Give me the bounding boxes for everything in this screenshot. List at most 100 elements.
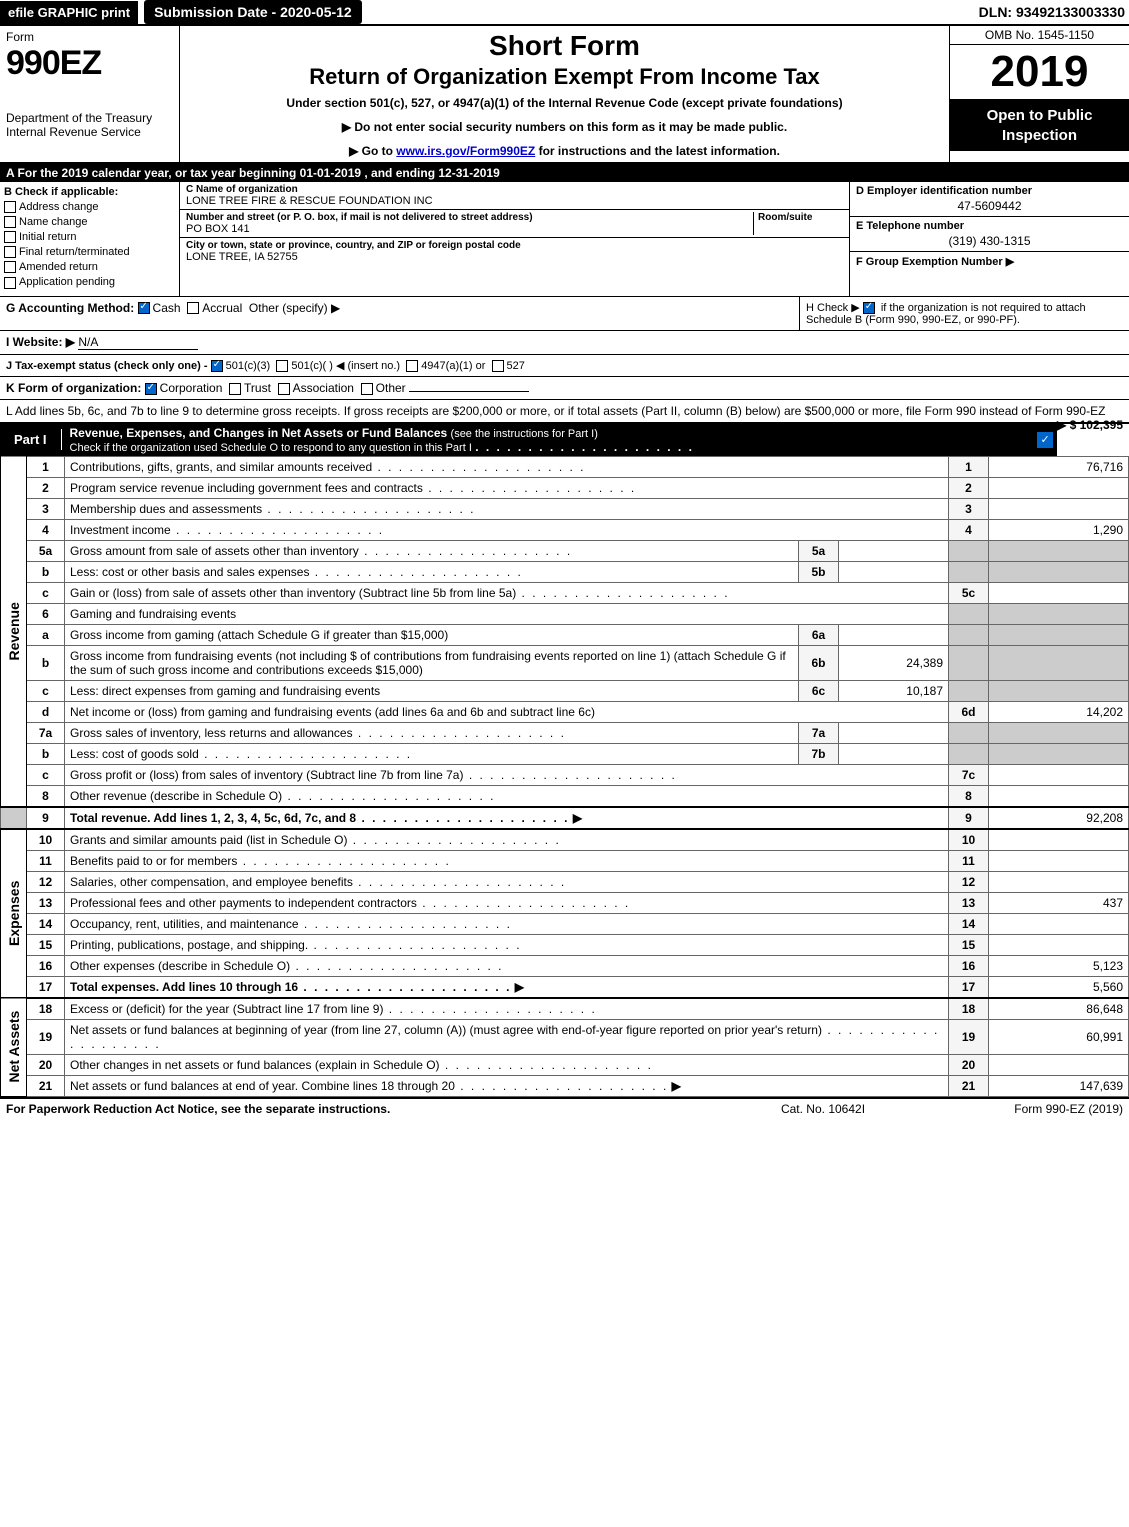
efile-label[interactable]: efile GRAPHIC print <box>0 1 138 24</box>
r-5b-shade <box>949 561 989 582</box>
chk-address-change[interactable]: Address change <box>4 201 175 213</box>
sn-5b: 5b <box>799 561 839 582</box>
a-17: 5,560 <box>989 976 1129 998</box>
chk-501c[interactable] <box>276 360 288 372</box>
d-14: Occupancy, rent, utilities, and maintena… <box>70 917 512 931</box>
g-label: G Accounting Method: <box>6 301 134 315</box>
d-6a: Gross income from gaming (attach Schedul… <box>65 624 799 645</box>
r-4: 4 <box>949 519 989 540</box>
a-5c <box>989 582 1129 603</box>
chk-initial-return[interactable]: Initial return <box>4 231 175 243</box>
a-18: 86,648 <box>989 998 1129 1020</box>
sn-7b: 7b <box>799 743 839 764</box>
j-opt2: 501(c)( ) ◀ (insert no.) <box>291 360 400 372</box>
chk-h[interactable] <box>863 302 875 314</box>
dln-label: DLN: 93492133003330 <box>979 4 1129 20</box>
j-opt4: 527 <box>507 360 525 372</box>
a-7a-shade <box>989 722 1129 743</box>
footer-left: For Paperwork Reduction Act Notice, see … <box>6 1102 723 1116</box>
d-label: D Employer identification number <box>856 185 1123 197</box>
irs-link[interactable]: www.irs.gov/Form990EZ <box>396 144 535 158</box>
section-g: G Accounting Method: Cash Accrual Other … <box>0 297 799 330</box>
d-5c: Gain or (loss) from sale of assets other… <box>70 586 730 600</box>
chk-application-pending[interactable]: Application pending <box>4 276 175 288</box>
part1-schedule-o-check[interactable]: ✓ <box>1037 432 1053 448</box>
section-i: I Website: ▶ N/A <box>0 331 1129 355</box>
a-3 <box>989 498 1129 519</box>
a-16: 5,123 <box>989 955 1129 976</box>
ln-2: 2 <box>27 477 65 498</box>
table-row: 19 Net assets or fund balances at beginn… <box>1 1019 1129 1054</box>
org-name-block: C Name of organization LONE TREE FIRE & … <box>180 182 849 210</box>
sn-5a: 5a <box>799 540 839 561</box>
chk-cash[interactable] <box>138 302 150 314</box>
chk-final-return[interactable]: Final return/terminated <box>4 246 175 258</box>
r-1: 1 <box>949 456 989 477</box>
d-9: Total revenue. Add lines 1, 2, 3, 4, 5c,… <box>70 811 569 825</box>
section-c: C Name of organization LONE TREE FIRE & … <box>180 182 849 296</box>
k-other-input[interactable] <box>409 391 529 392</box>
d-15: Printing, publications, postage, and shi… <box>70 938 522 952</box>
ln-7c: c <box>27 764 65 785</box>
chk-trust[interactable] <box>229 383 241 395</box>
footer-right: Form 990-EZ (2019) <box>923 1102 1123 1116</box>
table-row: 11 Benefits paid to or for members 11 <box>1 850 1129 871</box>
ln-19: 19 <box>27 1019 65 1054</box>
section-l: L Add lines 5b, 6c, and 7b to line 9 to … <box>0 400 1129 424</box>
d-6b: Gross income from fundraising events (no… <box>65 645 799 680</box>
a-11 <box>989 850 1129 871</box>
ln-5b: b <box>27 561 65 582</box>
ln-7b: b <box>27 743 65 764</box>
r-16: 16 <box>949 955 989 976</box>
chk-assoc[interactable] <box>278 383 290 395</box>
r-11: 11 <box>949 850 989 871</box>
chk-corp[interactable] <box>145 383 157 395</box>
a-6a-shade <box>989 624 1129 645</box>
website-value: N/A <box>78 335 198 350</box>
chk-name-change[interactable]: Name change <box>4 216 175 228</box>
ln-9: 9 <box>27 807 65 829</box>
ln-13: 13 <box>27 892 65 913</box>
chk-other[interactable] <box>361 383 373 395</box>
ln-20: 20 <box>27 1054 65 1075</box>
accrual-label: Accrual <box>202 301 242 315</box>
chk-4947[interactable] <box>406 360 418 372</box>
chk-527[interactable] <box>492 360 504 372</box>
other-label: Other (specify) ▶ <box>249 301 340 315</box>
table-row: b Less: cost of goods sold 7b <box>1 743 1129 764</box>
table-row: 5a Gross amount from sale of assets othe… <box>1 540 1129 561</box>
table-row: 3 Membership dues and assessments 3 <box>1 498 1129 519</box>
table-row: 9 Total revenue. Add lines 1, 2, 3, 4, 5… <box>1 807 1129 829</box>
b-title: B Check if applicable: <box>4 186 175 198</box>
r-7a-shade <box>949 722 989 743</box>
k-assoc: Association <box>293 381 354 395</box>
k-corp: Corporation <box>160 381 223 395</box>
chk-accrual[interactable] <box>187 302 199 314</box>
table-row: c Gross profit or (loss) from sales of i… <box>1 764 1129 785</box>
sv-6a <box>839 624 949 645</box>
sn-7a: 7a <box>799 722 839 743</box>
public-inspection: Open to Public Inspection <box>950 100 1129 151</box>
sv-7b <box>839 743 949 764</box>
a-2 <box>989 477 1129 498</box>
table-row: 17 Total expenses. Add lines 10 through … <box>1 976 1129 998</box>
section-j: J Tax-exempt status (check only one) - 5… <box>0 355 1129 377</box>
a-4: 1,290 <box>989 519 1129 540</box>
org-city-block: City or town, state or province, country… <box>180 238 849 265</box>
ln-5c: c <box>27 582 65 603</box>
chk-501c3[interactable] <box>211 360 223 372</box>
a-7b-shade <box>989 743 1129 764</box>
info-grid: B Check if applicable: Address change Na… <box>0 182 1129 297</box>
header-center: Short Form Return of Organization Exempt… <box>180 26 949 162</box>
dept-treasury: Department of the Treasury <box>6 111 173 125</box>
expenses-side-label: Expenses <box>1 829 27 998</box>
r-7b-shade <box>949 743 989 764</box>
ln-5a: 5a <box>27 540 65 561</box>
table-row: 8 Other revenue (describe in Schedule O)… <box>1 785 1129 807</box>
r-5c: 5c <box>949 582 989 603</box>
room-label: Room/suite <box>758 212 843 223</box>
r-10: 10 <box>949 829 989 851</box>
chk-amended-return[interactable]: Amended return <box>4 261 175 273</box>
ein-value: 47-5609442 <box>856 199 1123 213</box>
addr-label: Number and street (or P. O. box, if mail… <box>186 212 753 223</box>
